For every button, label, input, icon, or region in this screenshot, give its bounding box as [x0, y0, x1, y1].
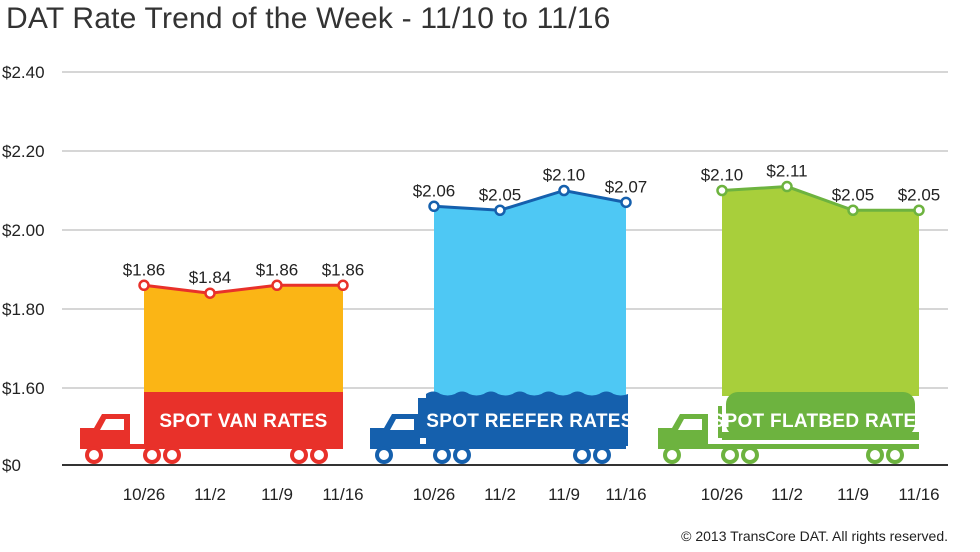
x-tick-label: 11/9 [548, 485, 580, 504]
series-area [434, 190, 626, 396]
data-point [428, 200, 440, 213]
y-tick-label: $2.00 [2, 221, 45, 240]
y-tick-label: $2.20 [2, 142, 45, 161]
data-value-label: $2.05 [832, 185, 875, 204]
series-group-1: SPOT VAN RATES $1.86 $1.84 $1.86 $1.86 10/26 1… [80, 260, 364, 504]
truck-wheel-hub [725, 450, 735, 460]
x-tick-label: 10/26 [413, 485, 456, 504]
truck-window-icon [678, 419, 702, 430]
data-point [716, 184, 728, 197]
truck-wheel-hub [379, 450, 389, 460]
data-value-label: $2.11 [766, 162, 807, 181]
y-tick-label: $2.40 [2, 63, 45, 82]
data-value-label: $2.10 [701, 166, 744, 185]
series-line [721, 185, 919, 212]
data-value-label: $2.05 [479, 185, 522, 204]
data-value-label: $2.06 [413, 181, 456, 200]
x-tick-label: 11/16 [605, 485, 646, 504]
truck-wheel-hub [314, 450, 324, 460]
x-tick-label: 10/26 [123, 485, 166, 504]
x-tick-label: 11/9 [837, 485, 869, 504]
series-name-label: SPOT FLATBED RATES [712, 411, 930, 432]
data-value-label: $2.10 [543, 166, 586, 185]
y-tick-label: $0 [2, 456, 21, 475]
x-tick-label: 11/16 [322, 485, 363, 504]
flatbed-deck [722, 432, 919, 440]
data-value-label: $1.86 [256, 260, 299, 279]
truck-wheel-hub [437, 450, 447, 460]
series-group-3: SPOT FLATBED RATES $2.10 $2.11 $2.05 $2.05 10… [658, 162, 940, 504]
data-value-label: $1.86 [123, 260, 166, 279]
series-line [143, 283, 343, 295]
data-point [138, 279, 150, 292]
truck-chassis [80, 444, 343, 449]
series-banner [144, 392, 343, 446]
data-value-label: $2.07 [605, 177, 648, 196]
series-area [144, 285, 343, 396]
data-point [913, 204, 925, 216]
truck-wheel-hub [870, 450, 880, 460]
data-value-label: $1.84 [189, 268, 232, 287]
truck-window-icon [100, 419, 124, 430]
data-value-label: $2.05 [898, 185, 941, 204]
truck-wheel-hub [294, 450, 304, 460]
data-point [271, 279, 283, 292]
copyright-notice: © 2013 TransCore DAT. All rights reserve… [681, 528, 948, 544]
truck-wheel-hub [167, 450, 177, 460]
truck-wheel-hub [577, 450, 587, 460]
y-tick-label: $1.60 [2, 379, 45, 398]
truck-wheel-hub [89, 450, 99, 460]
series-group-2: SPOT REEFER RATES $2.06 $2.05 $2.10 $2.07 10/… [370, 166, 648, 504]
truck-wheel-hub [890, 450, 900, 460]
data-point [847, 204, 859, 216]
series-line [433, 188, 627, 212]
x-tick-label: 11/9 [261, 485, 293, 504]
data-point [558, 184, 570, 197]
truck-wheel-hub [667, 450, 677, 460]
series-banner [426, 391, 628, 446]
series-area [722, 186, 919, 396]
series-name-label: SPOT REEFER RATES [426, 411, 633, 432]
data-point [337, 279, 349, 292]
chart-title: DAT Rate Trend of the Week - 11/10 to 11… [6, 2, 611, 35]
truck-window-icon [390, 419, 414, 430]
truck-wheel-hub [147, 450, 157, 460]
data-value-label: $1.86 [322, 260, 365, 279]
data-point [494, 204, 506, 216]
x-tick-label: 11/2 [484, 485, 516, 504]
data-point [781, 180, 793, 193]
truck-chassis [370, 444, 626, 449]
data-point [204, 287, 216, 299]
x-tick-label: 11/2 [194, 485, 226, 504]
truck-wheel-hub [457, 450, 467, 460]
reefer-unit [418, 398, 426, 438]
truck-wheel-hub [597, 450, 607, 460]
x-tick-label: 11/16 [898, 485, 939, 504]
series-banner [726, 392, 915, 436]
series-name-label: SPOT VAN RATES [159, 411, 327, 432]
truck-wheel-hub [745, 450, 755, 460]
truck-chassis [658, 444, 919, 449]
flatbed-headboard [718, 406, 722, 438]
x-tick-label: 10/26 [701, 485, 744, 504]
x-tick-label: 11/2 [771, 485, 803, 504]
y-tick-label: $1.80 [2, 300, 45, 319]
data-point [620, 196, 632, 209]
